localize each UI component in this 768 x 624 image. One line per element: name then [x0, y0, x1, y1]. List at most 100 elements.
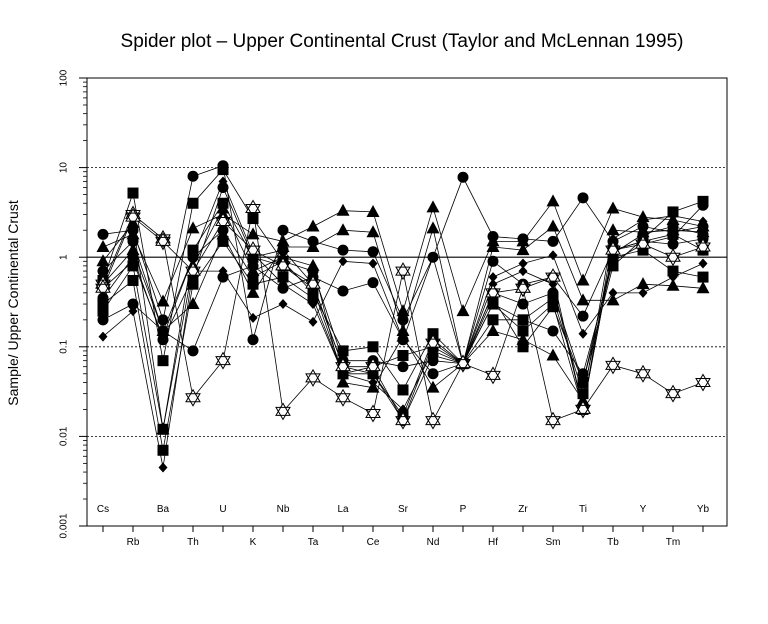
category-label-ta: Ta	[308, 537, 319, 548]
triangle-marker	[156, 294, 170, 307]
triangle-marker	[666, 223, 680, 236]
triangle-marker	[126, 243, 140, 256]
circle-marker	[97, 228, 109, 240]
diamond-marker	[98, 331, 108, 342]
triangle-marker	[276, 239, 290, 252]
diamond-marker	[338, 256, 348, 267]
square-marker	[217, 235, 229, 247]
square-marker	[487, 314, 499, 326]
y-tick-label: 1	[59, 254, 70, 260]
diamond-marker	[188, 252, 198, 263]
diamond-marker	[698, 216, 708, 227]
category-label-nd: Nd	[427, 537, 440, 548]
chart-title: Spider plot – Upper Continental Crust (T…	[121, 31, 684, 52]
y-axis-ticks: 0.001 0.01 0.1 1 10 100	[59, 69, 87, 539]
square-marker	[517, 325, 529, 337]
triangle-marker	[336, 203, 350, 216]
category-label-yb: Yb	[697, 504, 710, 515]
square-marker	[337, 345, 349, 357]
circle-marker	[577, 192, 589, 204]
category-label-sr: Sr	[398, 504, 409, 515]
square-marker	[97, 305, 109, 317]
diamond-marker	[218, 266, 228, 277]
diamond-marker	[308, 316, 318, 327]
circle-marker	[577, 310, 589, 322]
diamond-marker	[578, 328, 588, 339]
circle-marker	[397, 361, 409, 373]
star-marker	[395, 411, 411, 430]
triangle-marker	[396, 304, 410, 317]
circle-marker	[337, 285, 349, 297]
triangle-marker	[216, 201, 230, 214]
star-marker	[545, 411, 561, 430]
category-label-k: K	[250, 537, 257, 548]
triangle-marker	[336, 375, 350, 388]
star-marker	[305, 275, 321, 294]
star-marker	[215, 212, 231, 231]
star-marker	[305, 368, 321, 387]
circle-marker	[247, 334, 259, 346]
diamond-marker	[368, 258, 378, 269]
diamond-marker	[638, 215, 648, 226]
category-label-nb: Nb	[277, 504, 290, 515]
diamond-marker	[698, 258, 708, 269]
triangle-marker	[516, 243, 530, 256]
star-marker	[635, 235, 651, 254]
triangle-marker	[306, 258, 320, 271]
triangle-marker	[336, 223, 350, 236]
star-marker	[185, 388, 201, 407]
diamond-marker	[488, 272, 498, 283]
square-marker	[487, 298, 499, 310]
triangle-marker	[576, 393, 590, 406]
triangle-marker	[636, 225, 650, 238]
diamond-marker	[128, 306, 138, 317]
circle-marker	[217, 271, 229, 283]
triangle-marker	[546, 194, 560, 207]
y-tick-label: 0.1	[59, 339, 70, 353]
star-marker	[335, 357, 351, 376]
square-marker	[217, 164, 229, 176]
square-marker	[577, 376, 589, 388]
star-marker	[395, 262, 411, 281]
category-label-tb: Tb	[607, 537, 619, 548]
star-marker	[665, 248, 681, 267]
triangle-marker	[546, 219, 560, 232]
square-marker	[187, 244, 199, 256]
triangle-marker	[606, 201, 620, 214]
star-marker	[245, 199, 261, 218]
diamond-marker	[218, 176, 228, 187]
category-label-ti: Ti	[579, 504, 587, 515]
category-label-tm: Tm	[666, 537, 680, 548]
grid-lines	[87, 167, 727, 437]
star-marker	[605, 356, 621, 375]
data-series	[95, 160, 711, 473]
triangle-marker	[426, 221, 440, 234]
square-marker	[547, 298, 559, 310]
diamond-marker	[278, 279, 288, 290]
circle-marker	[547, 235, 559, 247]
category-label-y: Y	[640, 504, 647, 515]
square-marker	[697, 195, 709, 207]
category-label-p: P	[460, 504, 467, 515]
star-marker	[365, 357, 381, 376]
triangle-marker	[576, 273, 590, 286]
circle-marker	[367, 246, 379, 258]
triangle-marker	[246, 227, 260, 240]
star-marker	[335, 388, 351, 407]
diamond-marker	[518, 266, 528, 277]
triangle-marker	[606, 293, 620, 306]
triangle-marker	[96, 254, 110, 267]
square-marker	[667, 265, 679, 277]
circle-marker	[667, 238, 679, 250]
star-marker	[95, 279, 111, 298]
square-marker	[577, 388, 589, 400]
triangle-marker	[696, 281, 710, 294]
triangle-marker	[366, 225, 380, 238]
diamond-marker	[158, 331, 168, 342]
triangle-marker	[636, 277, 650, 290]
category-label-ce: Ce	[367, 537, 380, 548]
category-label-zr: Zr	[518, 504, 528, 515]
circle-marker	[97, 314, 109, 326]
square-marker	[247, 278, 259, 290]
star-marker	[155, 232, 171, 251]
